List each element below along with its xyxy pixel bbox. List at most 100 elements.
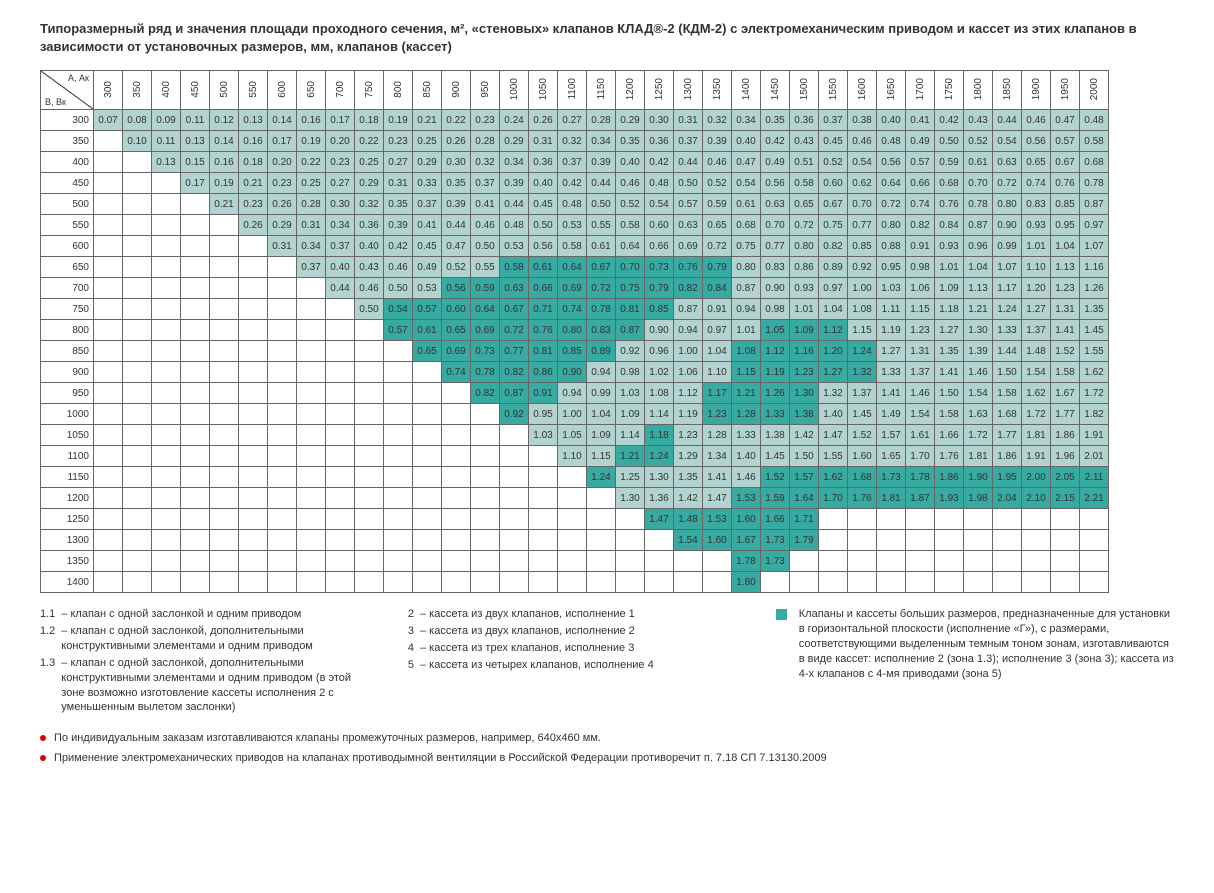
cell <box>848 530 877 551</box>
cell: 1.67 <box>1051 383 1080 404</box>
cell: 0.59 <box>935 152 964 173</box>
cell: 0.35 <box>761 110 790 131</box>
cell: 0.96 <box>964 236 993 257</box>
cell: 0.59 <box>471 278 500 299</box>
cell <box>297 299 326 320</box>
cell <box>239 446 268 467</box>
cell <box>1080 530 1109 551</box>
cell <box>442 551 471 572</box>
cell: 0.37 <box>558 152 587 173</box>
cell: 0.19 <box>210 173 239 194</box>
cell <box>1022 551 1051 572</box>
cell: 0.63 <box>674 215 703 236</box>
cell: 1.04 <box>703 341 732 362</box>
cell: 0.43 <box>355 257 384 278</box>
cell: 1.12 <box>761 341 790 362</box>
cell: 0.58 <box>558 236 587 257</box>
cell: 0.69 <box>558 278 587 299</box>
cell <box>761 572 790 593</box>
cell: 0.53 <box>558 215 587 236</box>
cell <box>326 341 355 362</box>
cell: 1.10 <box>703 362 732 383</box>
cell: 0.54 <box>645 194 674 215</box>
cell <box>848 572 877 593</box>
cell <box>906 530 935 551</box>
cell: 1.27 <box>1022 299 1051 320</box>
cell: 0.22 <box>355 131 384 152</box>
cell: 1.76 <box>848 488 877 509</box>
cell <box>964 551 993 572</box>
cell: 1.42 <box>790 425 819 446</box>
legend-key: 1.2 <box>40 624 55 654</box>
cell <box>384 404 413 425</box>
cell <box>239 551 268 572</box>
cell <box>587 572 616 593</box>
col-header: 1650 <box>877 71 906 110</box>
cell: 0.25 <box>413 131 442 152</box>
cell: 0.58 <box>790 173 819 194</box>
cell <box>471 551 500 572</box>
row-header: 1300 <box>41 530 94 551</box>
row-header: 400 <box>41 152 94 173</box>
legend-key: 1.1 <box>40 607 55 622</box>
cell: 1.78 <box>732 551 761 572</box>
cell: 1.04 <box>1051 236 1080 257</box>
cell: 1.25 <box>616 467 645 488</box>
cell: 0.32 <box>558 131 587 152</box>
cell: 1.14 <box>616 425 645 446</box>
cell <box>210 341 239 362</box>
cell: 1.34 <box>703 446 732 467</box>
cell <box>297 572 326 593</box>
cell: 0.11 <box>152 131 181 152</box>
cell <box>413 530 442 551</box>
cell: 1.35 <box>1080 299 1109 320</box>
col-header: 1450 <box>761 71 790 110</box>
cell: 1.65 <box>877 446 906 467</box>
cell: 0.73 <box>645 257 674 278</box>
cell: 1.24 <box>993 299 1022 320</box>
cell: 1.07 <box>993 257 1022 278</box>
cell: 0.65 <box>1022 152 1051 173</box>
cell: 0.37 <box>413 194 442 215</box>
cell: 0.45 <box>413 236 442 257</box>
cell <box>355 488 384 509</box>
cell: 0.34 <box>500 152 529 173</box>
size-table: А, АкВ, Вк300350400450500550600650700750… <box>40 70 1109 593</box>
cell: 1.68 <box>848 467 877 488</box>
cell: 0.74 <box>906 194 935 215</box>
col-header: 400 <box>152 71 181 110</box>
cell <box>94 488 123 509</box>
cell: 2.05 <box>1051 467 1080 488</box>
cell: 0.89 <box>819 257 848 278</box>
cell: 0.45 <box>529 194 558 215</box>
cell <box>152 404 181 425</box>
cell: 1.90 <box>964 467 993 488</box>
cell: 0.58 <box>500 257 529 278</box>
cell: 1.04 <box>819 299 848 320</box>
cell: 0.14 <box>268 110 297 131</box>
cell: 1.40 <box>732 446 761 467</box>
cell: 0.38 <box>848 110 877 131</box>
cell: 1.30 <box>964 320 993 341</box>
cell: 1.12 <box>819 320 848 341</box>
cell <box>268 551 297 572</box>
cell: 0.25 <box>355 152 384 173</box>
cell: 0.48 <box>1080 110 1109 131</box>
cell: 1.77 <box>993 425 1022 446</box>
cell: 1.26 <box>1080 278 1109 299</box>
cell <box>152 530 181 551</box>
cell <box>442 488 471 509</box>
cell: 0.47 <box>442 236 471 257</box>
footnotes: По индивидуальным заказам изготавливаютс… <box>40 729 1174 769</box>
cell <box>123 152 152 173</box>
cell: 1.70 <box>906 446 935 467</box>
cell: 1.12 <box>674 383 703 404</box>
cell <box>529 509 558 530</box>
cell: 0.69 <box>471 320 500 341</box>
cell <box>616 509 645 530</box>
cell: 0.43 <box>964 110 993 131</box>
cell: 0.17 <box>268 131 297 152</box>
cell: 0.81 <box>529 341 558 362</box>
cell <box>210 425 239 446</box>
cell <box>355 551 384 572</box>
